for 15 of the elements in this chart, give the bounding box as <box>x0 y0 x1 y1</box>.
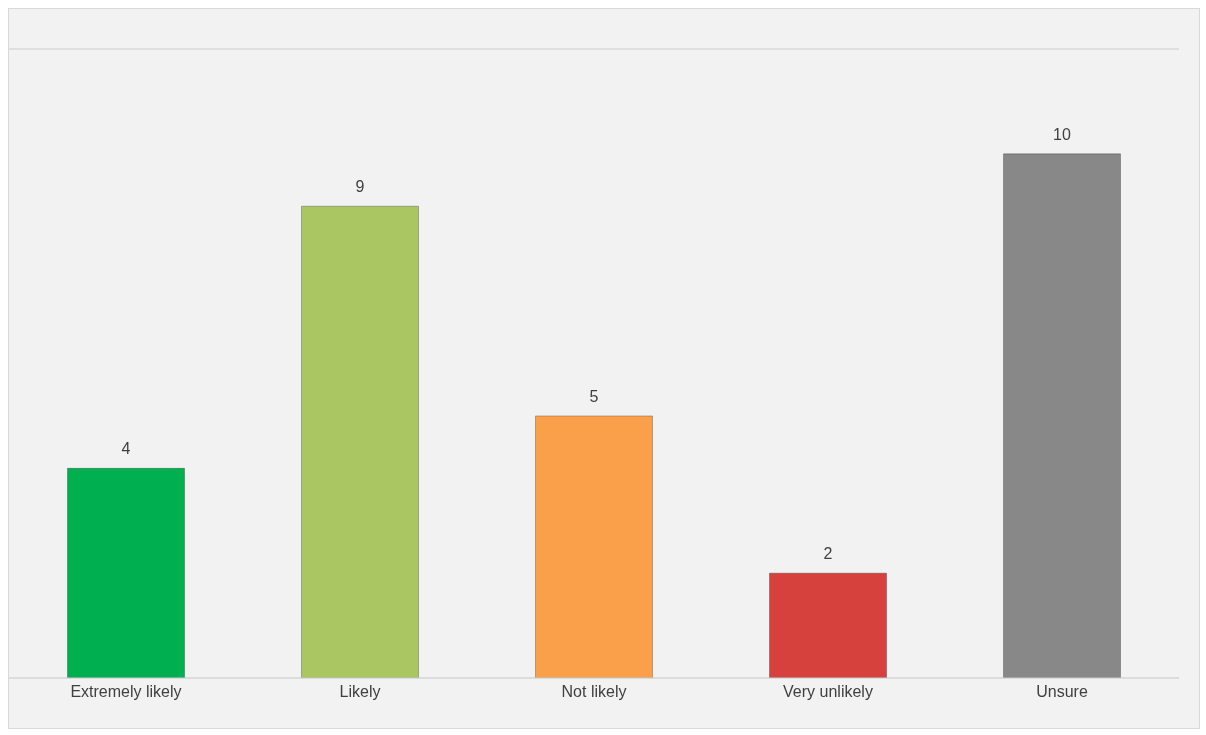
bar <box>67 467 185 678</box>
bar <box>301 205 419 678</box>
x-tick-label: Not likely <box>561 683 627 701</box>
x-tick-label: Unsure <box>1036 683 1088 701</box>
x-tick-label: Likely <box>339 683 381 701</box>
bar <box>1003 153 1121 678</box>
bar <box>535 415 653 678</box>
data-label: 5 <box>589 387 599 405</box>
x-tick-label: Extremely likely <box>70 683 182 701</box>
x-tick-label: Very unlikely <box>783 683 873 701</box>
data-label: 10 <box>1053 125 1071 143</box>
bar <box>769 572 887 678</box>
data-label: 2 <box>823 545 833 563</box>
data-label: 4 <box>121 440 131 458</box>
data-label: 9 <box>355 178 365 196</box>
